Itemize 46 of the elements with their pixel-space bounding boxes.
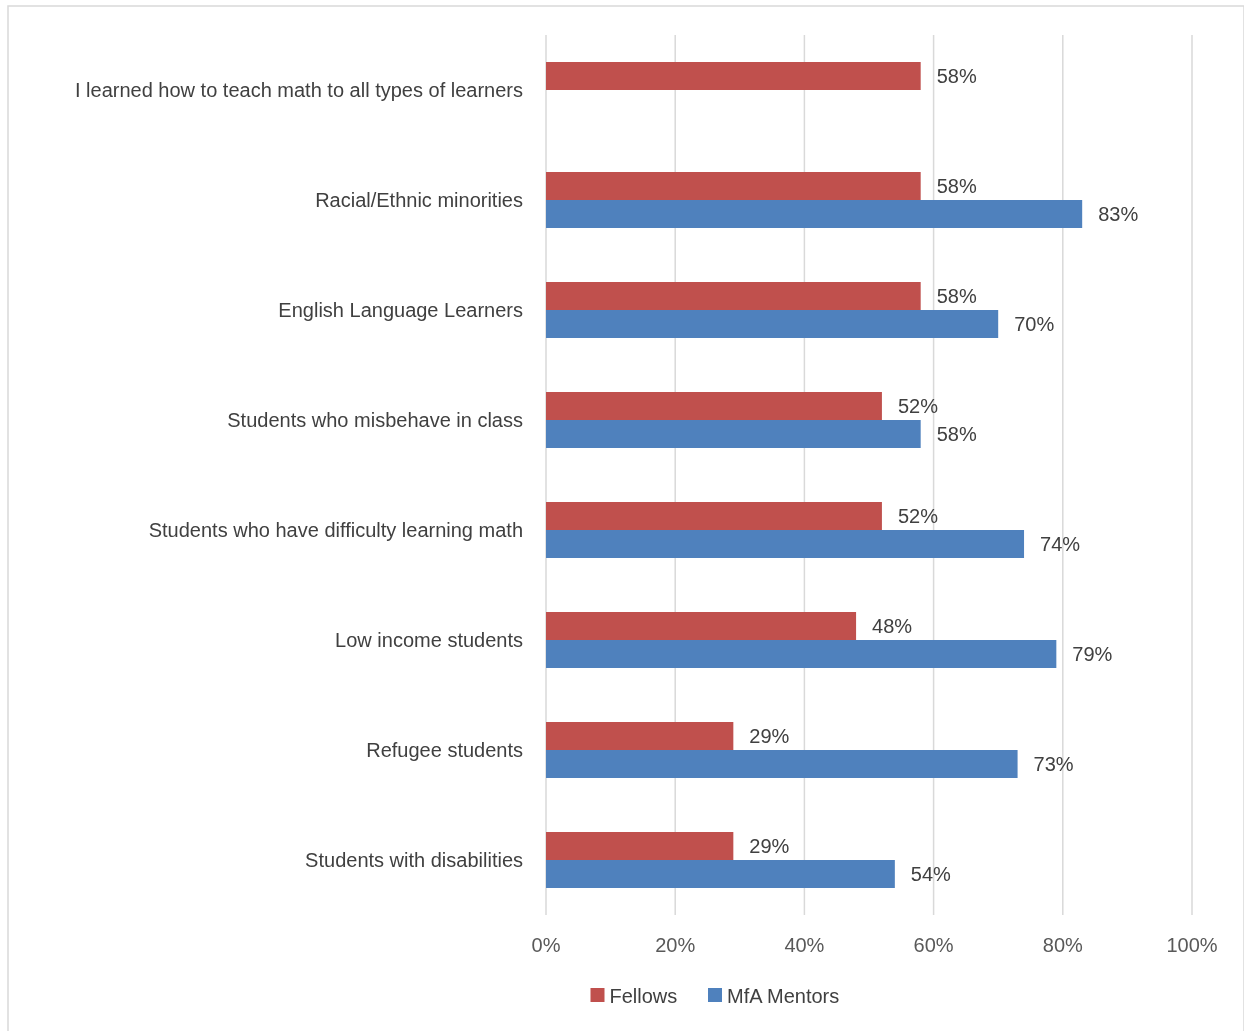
data-label: 58% [936,285,977,307]
data-label: 79% [1072,643,1113,665]
bar [546,612,857,640]
x-tick-label: 80% [1042,934,1084,956]
bar [546,420,921,448]
bar [546,62,921,90]
data-label: 58% [936,423,977,445]
legend-label: Fellows [609,985,678,1007]
bar [546,502,882,530]
data-label: 83% [1098,203,1139,225]
bar [546,860,895,888]
y-tick-label: Students who misbehave in class [227,409,523,431]
data-label: 29% [749,725,790,747]
x-tick-label: 20% [655,934,696,956]
data-label: 48% [872,615,913,637]
bar [546,530,1025,558]
bar [546,832,734,860]
y-tick-label: Racial/Ethnic minorities [315,189,523,211]
x-tick-label: 40% [784,934,825,956]
data-label: 52% [897,395,939,417]
bar [546,200,1083,228]
bar [546,640,1057,668]
bar [546,282,921,310]
y-tick-label: Refugee students [366,739,523,761]
data-label: 73% [1033,753,1074,775]
data-label: 58% [936,65,977,87]
legend-label: MfA Mentors [727,985,840,1007]
data-label: 52% [897,505,939,527]
data-label: 54% [910,863,952,885]
y-tick-label: Low income students [335,629,523,651]
data-label: 74% [1040,533,1081,555]
data-label: 58% [936,175,977,197]
y-tick-label: I learned how to teach math to all types of learners [74,79,523,101]
bar [546,392,882,420]
bar [546,750,1018,778]
bar [546,722,734,750]
data-label: 70% [1014,313,1055,335]
data-label: 29% [749,835,790,857]
x-tick-label: 100% [1166,934,1218,956]
x-tick-label: 60% [913,934,954,956]
y-tick-label: Students who have difficulty learning math [148,519,523,541]
bar [546,172,921,200]
x-tick-label: 0% [531,934,561,956]
y-tick-label: Students with disabilities [305,849,523,871]
y-tick-label: English Language Learners [278,299,523,321]
bar [546,310,999,338]
